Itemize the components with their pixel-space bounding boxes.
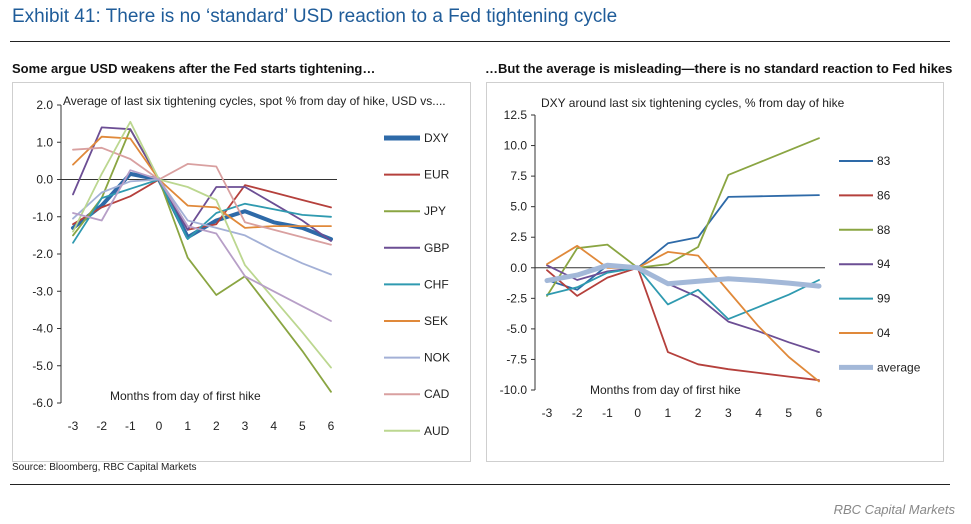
y-tick-label: -4.0 (32, 322, 53, 336)
y-tick-label: -7.5 (506, 352, 527, 366)
series-line-86 (546, 266, 820, 382)
left-chart-frame: Average of last six tightening cycles, s… (12, 82, 471, 474)
x-tick-label: 1 (665, 406, 672, 420)
x-tick-label: 0 (634, 406, 641, 420)
legend-label-average: average (877, 360, 921, 374)
y-tick-label: -2.5 (506, 291, 527, 305)
x-tick-label: -3 (542, 406, 553, 420)
legend-label-86: 86 (877, 188, 891, 202)
legend-label-gbp: GBP (424, 241, 449, 255)
x-tick-label: 4 (755, 406, 762, 420)
series-line-jpy (72, 128, 332, 393)
series-line-cad (72, 146, 332, 246)
y-tick-label: -2.0 (32, 247, 53, 261)
series-line-nzd (72, 169, 332, 322)
legend-label-cad: CAD (424, 387, 450, 401)
y-tick-label: -5.0 (32, 359, 53, 373)
legend-label-dxy: DXY (424, 131, 449, 145)
series-line-83 (546, 194, 820, 291)
left-panel-title: Some argue USD weakens after the Fed sta… (12, 61, 376, 76)
series-line-88 (546, 137, 820, 297)
footer-brand: RBC Capital Markets (833, 502, 955, 517)
x-tick-label: 6 (328, 419, 335, 433)
y-tick-label: 0.0 (510, 261, 527, 275)
exhibit-title: Exhibit 41: There is no ‘standard’ USD r… (12, 6, 618, 27)
y-tick-label: -6.0 (32, 396, 53, 410)
x-tick-label: 6 (816, 406, 823, 420)
x-tick-label: -1 (125, 419, 136, 433)
y-tick-label: -1.0 (32, 210, 53, 224)
x-tick-label: -1 (602, 406, 613, 420)
x-tick-label: 3 (725, 406, 732, 420)
legend-label-sek: SEK (424, 314, 448, 328)
legend-label-94: 94 (877, 257, 891, 271)
series-line-aud (72, 120, 332, 369)
source-note: Source: Bloomberg, RBC Capital Markets (12, 462, 197, 473)
x-tick-label: 2 (213, 419, 220, 433)
legend-label-aud: AUD (424, 424, 450, 438)
y-tick-label: 2.5 (510, 230, 527, 244)
bottom-rule (10, 484, 950, 485)
right-line-chart: DXY around last six tightening cycles, %… (500, 96, 921, 420)
x-tick-label: -3 (68, 419, 79, 433)
legend-label-88: 88 (877, 223, 891, 237)
x-tick-label: 5 (785, 406, 792, 420)
y-tick-label: -5.0 (506, 322, 527, 336)
x-tick-label: 0 (156, 419, 163, 433)
legend-label-nok: NOK (424, 351, 450, 365)
series-line-chf (72, 178, 332, 244)
right-chart-frame: DXY around last six tightening cycles, %… (486, 82, 944, 462)
legend-label-nzd: NZD (424, 460, 449, 461)
series-line-nok (72, 178, 332, 276)
legend-label-chf: CHF (424, 277, 449, 291)
chart-title: DXY around last six tightening cycles, %… (541, 96, 845, 110)
y-tick-label: 0.0 (36, 173, 53, 187)
series-line-sek (72, 135, 332, 229)
legend-label-jpy: JPY (424, 204, 446, 218)
y-tick-label: 1.0 (36, 135, 53, 149)
legend-label-99: 99 (877, 292, 891, 306)
series-line-99 (546, 266, 820, 321)
x-tick-label: 4 (270, 419, 277, 433)
y-tick-label: 2.0 (36, 98, 53, 112)
y-tick-label: 12.5 (504, 108, 528, 122)
x-axis-title: Months from day of first hike (110, 389, 261, 403)
y-tick-label: 5.0 (510, 200, 527, 214)
x-axis-title: Months from day of first hike (590, 383, 741, 397)
series-line-04 (546, 244, 820, 383)
legend-label-83: 83 (877, 154, 891, 168)
x-tick-label: -2 (96, 419, 107, 433)
y-tick-label: -3.0 (32, 284, 53, 298)
legend-label-eur: EUR (424, 168, 450, 182)
y-tick-label: 7.5 (510, 169, 527, 183)
x-tick-label: 1 (184, 419, 191, 433)
y-tick-label: -10.0 (500, 383, 528, 397)
right-panel-title: …But the average is misleading—there is … (485, 61, 953, 76)
legend-label-04: 04 (877, 326, 891, 340)
series-line-dxy (71, 171, 333, 242)
chart-title: Average of last six tightening cycles, s… (63, 94, 446, 108)
x-tick-label: 2 (695, 406, 702, 420)
series-line-94 (546, 264, 820, 354)
x-tick-label: 5 (299, 419, 306, 433)
x-tick-label: 3 (242, 419, 249, 433)
x-tick-label: -2 (572, 406, 583, 420)
top-rule (10, 41, 950, 42)
series-line-average (544, 262, 822, 289)
left-line-chart: Average of last six tightening cycles, s… (32, 94, 450, 474)
y-tick-label: 10.0 (504, 139, 528, 153)
